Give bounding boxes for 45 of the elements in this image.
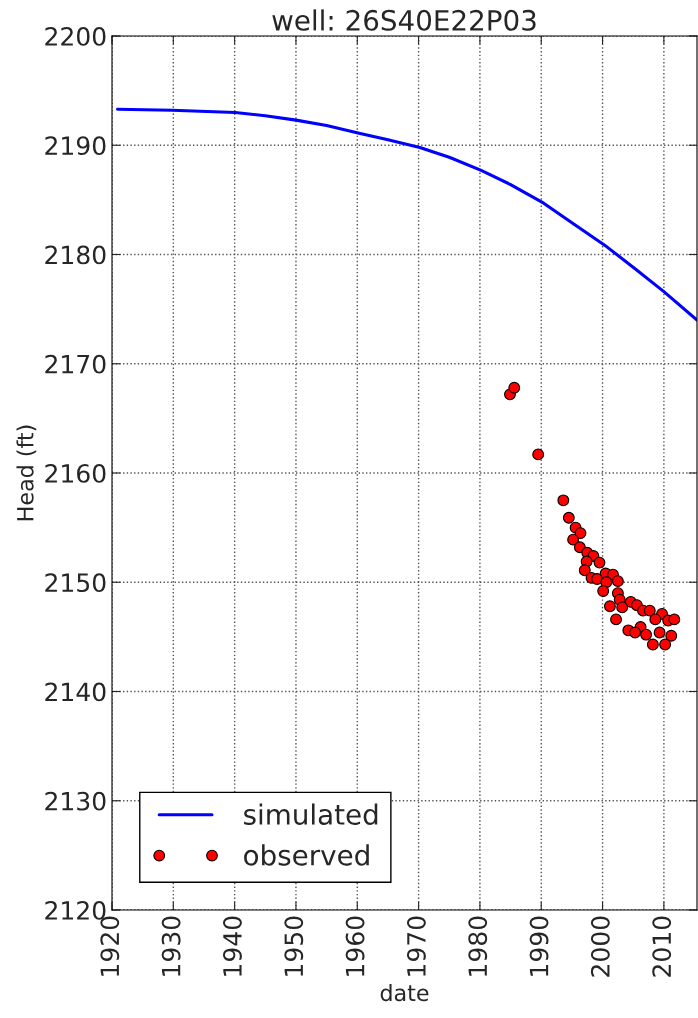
y-tick-label: 2180: [45, 245, 106, 265]
x-axis-title: date: [380, 984, 429, 1002]
x-tick-label: 1970: [406, 916, 426, 976]
y-tick-label: 2150: [45, 573, 106, 593]
x-tick-label: 1950: [284, 916, 304, 976]
legend-label: observed: [244, 844, 369, 866]
x-tick-label: 1980: [468, 916, 488, 976]
y-axis-title: Head (ft): [16, 425, 37, 521]
point: [562, 511, 575, 524]
x-tick-label: 1930: [161, 916, 181, 976]
point: [659, 638, 672, 651]
point: [665, 629, 678, 642]
point: [591, 573, 603, 585]
point: [593, 556, 606, 569]
point: [668, 613, 681, 626]
point: [643, 604, 656, 617]
point: [597, 585, 610, 597]
x-tick-label: 2000: [590, 916, 610, 977]
point: [532, 448, 545, 461]
y-tick-label: 2200: [45, 26, 106, 46]
y-tick-label: 2190: [45, 136, 106, 156]
point: [616, 601, 629, 614]
chart-title: well: 26S40E22P03: [272, 9, 536, 31]
point: [603, 600, 616, 613]
point: [646, 638, 659, 651]
point: [610, 613, 622, 626]
x-tick-label: 1940: [222, 916, 242, 976]
y-tick-label: 2170: [45, 354, 106, 374]
x-tick-label: 1960: [345, 916, 365, 976]
point: [640, 628, 653, 641]
y-tick-label: 2130: [45, 791, 106, 811]
point: [611, 575, 624, 588]
x-tick-label: 1990: [529, 916, 549, 976]
point: [508, 381, 521, 394]
point: [653, 626, 666, 639]
y-tick-label: 2160: [45, 463, 106, 483]
point: [629, 626, 642, 639]
y-tick-label: 2140: [45, 682, 106, 702]
line-series: [115, 107, 697, 322]
x-tick-label: 2010: [652, 916, 672, 977]
point: [557, 494, 570, 507]
point: [567, 533, 580, 546]
legend-label: simulated: [244, 803, 378, 825]
point: [578, 564, 591, 577]
point: [649, 613, 662, 626]
